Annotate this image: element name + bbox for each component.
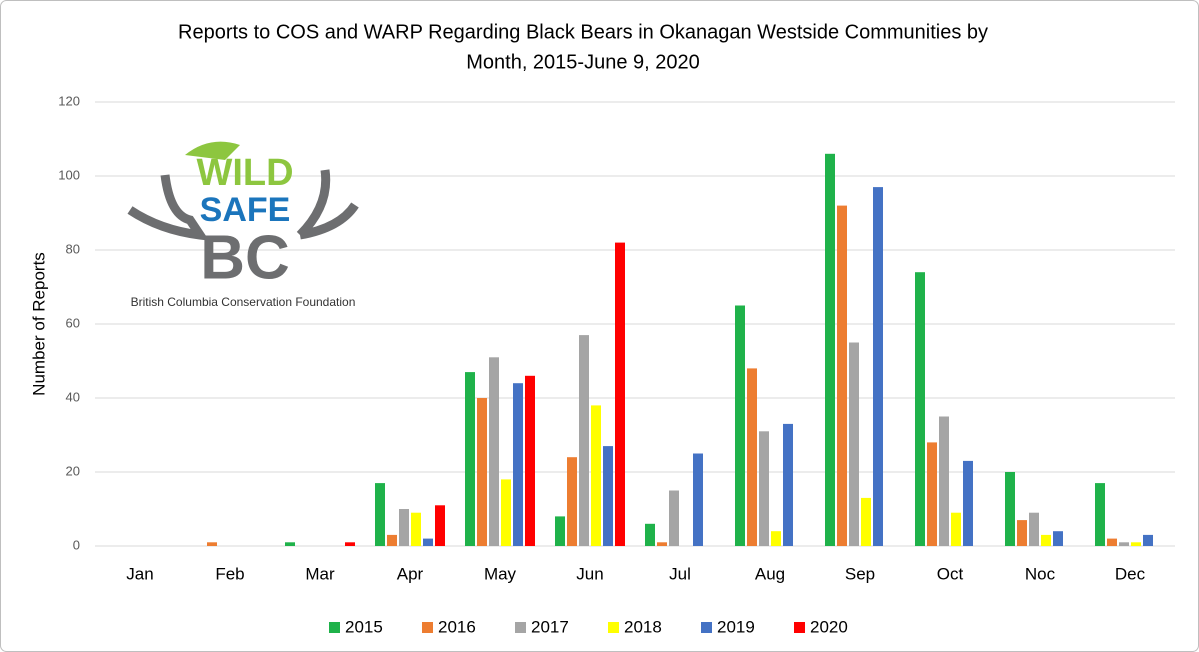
x-tick-label: Jun [576,564,603,583]
bar [423,538,433,546]
antler [127,169,359,241]
bar [1017,520,1027,546]
bar [1053,531,1063,546]
bar [375,483,385,546]
bar [603,446,613,546]
y-tick-label: 120 [58,93,80,108]
cougar [185,141,240,160]
y-tick-label: 0 [73,537,80,552]
legend-swatch [794,622,805,633]
logo-caption: British Columbia Conservation Foundation [131,295,356,309]
bar [501,479,511,546]
bar [939,416,949,546]
bar [747,368,757,546]
bar [771,531,781,546]
legend-label: 2016 [438,617,476,636]
bar [465,372,475,546]
bar [579,335,589,546]
x-tick-label: Sep [845,564,875,583]
bar [207,542,217,546]
x-tick-label: Oct [937,564,964,583]
legend-swatch [515,622,526,633]
x-tick-label: Feb [215,564,244,583]
bar [525,375,535,546]
bar [693,453,703,546]
bar [951,512,961,546]
y-tick-label: 80 [66,241,80,256]
bar [927,442,937,546]
bar [873,187,883,546]
bar [489,357,499,546]
bar [837,205,847,546]
bar [411,512,421,546]
y-tick-label: 100 [58,167,80,182]
bar [1041,534,1051,546]
x-tick-label: Jul [669,564,691,583]
legend-swatch [422,622,433,633]
bar [555,516,565,546]
bar [1005,472,1015,546]
y-axis-label: Number of Reports [29,252,48,396]
legend-swatch [608,622,619,633]
bar [435,505,445,546]
x-tick-label: Mar [305,564,335,583]
logo-text: SAFE [200,191,291,229]
legend-label: 2017 [531,617,569,636]
bar [861,497,871,546]
bar [1029,512,1039,546]
x-tick-label: Noc [1025,564,1056,583]
bar [915,272,925,546]
bar [669,490,679,546]
bar [513,383,523,546]
bar [591,405,601,546]
y-tick-label: 60 [66,315,80,330]
bar [285,542,295,546]
bar [759,431,769,546]
bar [963,460,973,546]
legend-label: 2019 [717,617,755,636]
bar [399,509,409,546]
bar [1107,538,1117,546]
legend-label: 2020 [810,617,848,636]
bar [567,457,577,546]
bar [1119,542,1129,546]
bar [657,542,667,546]
logo: WILD SAFE BC British Columbia Conservati… [127,141,359,309]
bar [645,523,655,546]
legend-swatch [701,622,712,633]
x-tick-label: Aug [755,564,785,583]
bar [387,534,397,546]
bar [825,153,835,547]
bar [1143,534,1153,546]
bar [477,398,487,546]
bar [783,423,793,546]
chart-subtitle: Month, 2015-June 9, 2020 [466,51,700,73]
bar [1095,483,1105,546]
legend-swatch [329,622,340,633]
logo-text: BC [200,223,290,292]
x-tick-label: Dec [1115,564,1146,583]
bar [615,242,625,546]
y-tick-label: 40 [66,389,80,404]
bar [849,342,859,546]
legend-label: 2018 [624,617,662,636]
y-tick-label: 20 [66,463,80,478]
chart-title: Reports to COS and WARP Regarding Black … [178,21,988,43]
legend-label: 2015 [345,617,383,636]
x-tick-label: Jan [126,564,153,583]
bar [735,305,745,546]
logo-text: WILD [196,152,293,194]
bar [1131,542,1141,546]
x-tick-label: Apr [397,564,424,583]
bar [345,542,355,546]
x-tick-label: May [484,564,517,583]
